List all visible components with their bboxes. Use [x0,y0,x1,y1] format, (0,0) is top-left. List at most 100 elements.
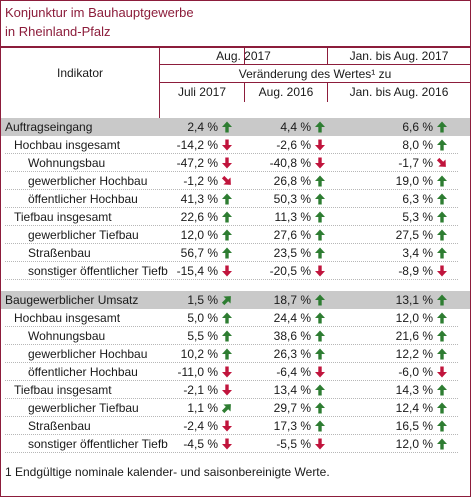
value-text: -6,0 % [398,365,433,379]
value-text: -40,8 % [269,156,311,170]
arrow-up-icon [314,384,326,396]
value-text: 18,7 % [273,293,311,307]
table-row: Baugewerblicher Umsatz 1,5 % 18,7 % 13,1 % [1,291,470,309]
table-body: Auftragseingang 2,4 % 4,4 % 6,6 % Hochbau in… [1,117,470,453]
row-label: Auftragseingang [5,120,93,134]
arrow-up-icon [314,175,326,187]
value-cell: -2,1 % [161,383,233,397]
value-text: 23,5 % [273,246,311,260]
value-cell: 13,1 % [336,293,448,307]
value-text: 41,3 % [180,192,218,206]
arrow-up-icon [314,294,326,306]
value-cell: 24,4 % [241,311,326,325]
value-cell: 12,2 % [336,347,448,361]
arrow-up-icon [221,193,233,205]
arrow-up-icon [314,330,326,342]
row-label: öffentlicher Hochbau [28,192,138,206]
arrow-up-icon [436,121,448,133]
value-cell: -40,8 % [241,156,326,170]
table-row: gewerblicher Hochbau 10,2 % 26,3 % 12,2 % [1,345,470,363]
arrow-up-icon [314,247,326,259]
value-text: 11,3 % [274,210,311,224]
value-text: -15,4 % [176,264,218,278]
row-label: öffentlicher Hochbau [28,365,138,379]
value-text: -1,2 % [183,174,218,188]
value-cell: 1,5 % [161,293,233,307]
arrow-up-icon [436,211,448,223]
value-cell: 3,4 % [336,246,448,260]
value-cell: 1,1 % [161,401,233,415]
value-cell: 5,0 % [161,311,233,325]
arrow-up-icon [436,229,448,241]
arrow-up-icon [436,247,448,259]
table-row: Auftragseingang 2,4 % 4,4 % 6,6 % [1,118,470,136]
value-text: 29,7 % [273,401,311,415]
table-row: Hochbau insgesamt -14,2 % -2,6 % 8,0 % [1,136,470,154]
value-text: 17,3 % [273,419,311,433]
table-row: öffentlicher Hochbau 41,3 % 50,3 % 6,3 % [1,190,470,208]
value-cell: 12,4 % [336,401,448,415]
value-text: 5,5 % [187,329,218,343]
arrow-up-icon [436,402,448,414]
value-cell: 4,4 % [241,120,326,134]
value-text: 26,8 % [273,174,311,188]
footnote: 1 Endgültige nominale kalender- und sais… [5,465,330,479]
row-label: gewerblicher Hochbau [28,174,148,188]
arrow-up-icon [436,330,448,342]
arrow-down-icon [221,384,233,396]
value-text: 5,0 % [187,311,218,325]
table-row: Wohnungsbau -47,2 % -40,8 % -1,7 % [1,154,470,172]
arrow-down-icon [314,438,326,450]
value-cell: 17,3 % [241,419,326,433]
value-cell: 29,7 % [241,401,326,415]
arrow-up-icon [436,384,448,396]
value-text: 50,3 % [273,192,311,206]
arrow-down-icon [314,139,326,151]
value-text: -1,7 % [398,156,433,170]
arrow-up-icon [221,402,233,414]
arrow-down-icon [314,366,326,378]
table-row: gewerblicher Tiefbau 12,0 % 27,6 % 27,5 % [1,226,470,244]
value-cell: -8,9 % [336,264,448,278]
value-cell: 26,8 % [241,174,326,188]
row-label: gewerblicher Tiefbau [28,401,139,415]
arrow-up-icon [314,420,326,432]
arrow-up-icon [221,312,233,324]
value-text: -2,1 % [183,383,218,397]
value-text: 12,2 % [395,347,433,361]
value-text: -47,2 % [176,156,218,170]
table-row: Straßenbau -2,4 % 17,3 % 16,5 % [1,417,470,435]
value-cell: 41,3 % [161,192,233,206]
value-cell: 12,0 % [336,437,448,451]
arrow-down-icon [221,157,233,169]
arrow-down-icon [221,265,233,277]
value-text: -14,2 % [176,138,218,152]
value-cell: 12,0 % [336,311,448,325]
value-cell: -2,6 % [241,138,326,152]
arrow-up-icon [436,193,448,205]
value-text: 26,3 % [273,347,311,361]
row-label: Hochbau insgesamt [14,138,121,152]
title-line-1: Konjunktur im Bauhauptgewerbe [5,5,194,20]
row-label: Wohnungsbau [28,156,106,170]
value-text: 19,0 % [395,174,433,188]
value-text: 21,6 % [395,329,433,343]
value-text: -5,5 % [276,437,311,451]
arrow-up-icon [221,229,233,241]
table-row: öffentlicher Hochbau -11,0 % -6,4 % -6,0 % [1,363,470,381]
arrow-up-icon [314,211,326,223]
value-text: 24,4 % [273,311,311,325]
value-cell: -6,4 % [241,365,326,379]
value-cell: 13,4 % [241,383,326,397]
arrow-up-icon [314,193,326,205]
table-row: gewerblicher Tiefbau 1,1 % 29,7 % 12,4 % [1,399,470,417]
value-cell: 19,0 % [336,174,448,188]
arrow-up-icon [221,330,233,342]
value-cell: -1,2 % [161,174,233,188]
value-text: 10,2 % [180,347,218,361]
value-text: -2,4 % [183,419,218,433]
arrow-up-icon [221,247,233,259]
value-text: 12,0 % [180,228,218,242]
value-text: 12,0 % [395,311,433,325]
value-cell: 6,6 % [336,120,448,134]
